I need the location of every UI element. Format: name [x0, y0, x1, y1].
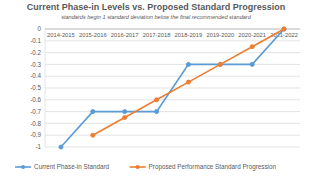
legend-label: Proposed Performance Standard Progressio… [149, 163, 277, 171]
series-marker [250, 45, 254, 49]
x-tick-label: 2017-2018 [143, 32, 171, 38]
grid [45, 29, 300, 147]
x-tick-label: 2014-2015 [47, 32, 75, 38]
x-tick-label: 2019-2020 [206, 32, 234, 38]
series-marker [155, 98, 159, 102]
series-marker [59, 145, 63, 149]
grid-line [45, 76, 300, 77]
y-tick-label: -0.5 [30, 84, 41, 91]
chart: Current Phase-in Levels vs. Proposed Sta… [0, 0, 312, 182]
series-marker [250, 62, 254, 66]
y-tick-label: 0 [37, 25, 41, 32]
series-marker [155, 110, 159, 114]
grid-line [45, 99, 300, 100]
legend: Current Phase-in Standard Proposed Perfor… [15, 163, 276, 171]
x-tick-label: 2016-2017 [111, 32, 139, 38]
series-marker [91, 133, 95, 137]
series-marker [218, 62, 222, 66]
series-marker [91, 110, 95, 114]
y-tick-label: -0.1 [30, 37, 41, 44]
series-marker [186, 80, 190, 84]
y-tick-label: -0.6 [30, 96, 41, 103]
series-marker [282, 27, 286, 31]
y-tick-label: -0.8 [30, 120, 41, 127]
x-tick-label: 2020-2021 [238, 32, 266, 38]
y-axis-line [45, 29, 46, 147]
y-tick-label: -0.4 [30, 72, 41, 79]
legend-marker [21, 165, 25, 169]
data-group [59, 27, 286, 149]
y-tick-label: -1 [35, 143, 41, 150]
x-tick-label: 2018-2019 [175, 32, 203, 38]
series-line [93, 29, 284, 135]
legend-marker [136, 165, 140, 169]
series-line [61, 29, 284, 147]
x-tick-label: 2015-2016 [79, 32, 107, 38]
legend-label: Current Phase-in Standard [34, 163, 109, 170]
x-axis-line [45, 29, 300, 30]
subtitle: standards begin 1 standard deviation bel… [61, 14, 252, 20]
y-tick-label: -0.3 [30, 61, 41, 68]
series-marker [123, 110, 127, 114]
series-marker [282, 27, 286, 31]
series-marker [123, 116, 127, 120]
y-tick-label: -0.9 [30, 131, 41, 138]
grid-line [45, 29, 300, 30]
y-tick-label: -0.7 [30, 108, 41, 115]
grid-line [45, 64, 300, 65]
grid-line [45, 111, 300, 112]
y-tick-label: -0.2 [30, 49, 41, 56]
series-marker [186, 62, 190, 66]
title: Current Phase-in Levels vs. Proposed Sta… [27, 2, 286, 12]
series-marker [218, 62, 222, 66]
grid-line [45, 135, 300, 136]
grid-line [45, 147, 300, 148]
